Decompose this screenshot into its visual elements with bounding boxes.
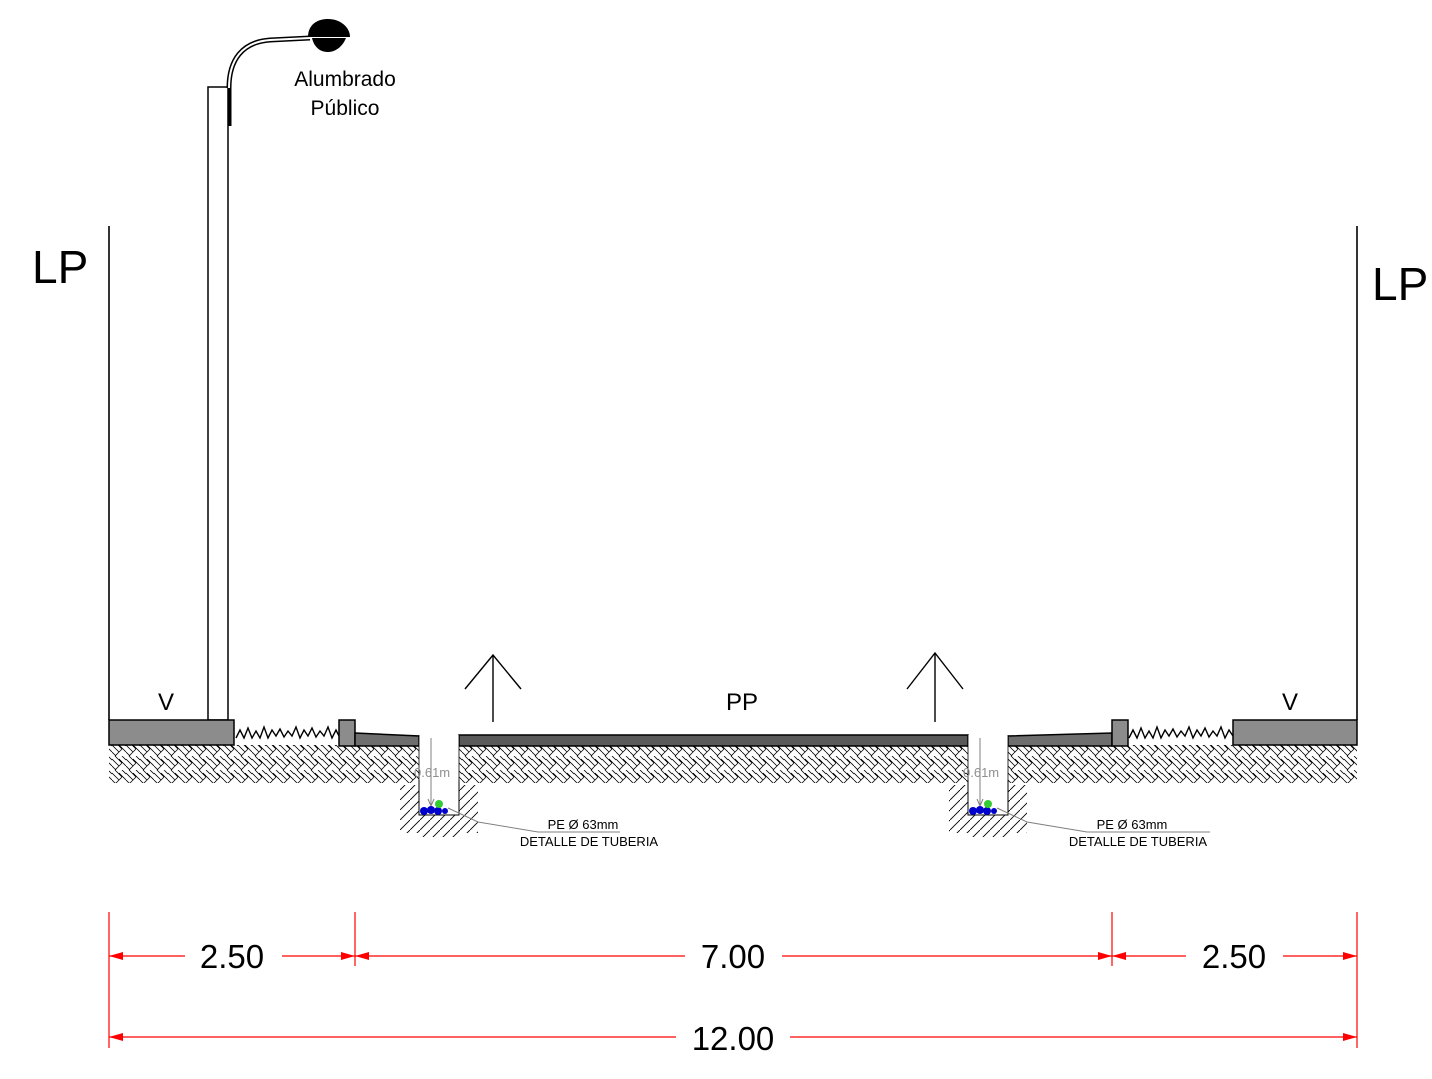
direction-arrow-left [464,653,522,722]
curb-left [338,719,356,747]
sidewalk-label-right: V [1282,689,1298,716]
dimension-label-left-sidewalk: 2.50 [200,938,264,975]
streetlight-lamp-icon [308,19,350,37]
curb-right [1111,719,1129,747]
pipe-leader-right [996,807,1210,833]
streetlight-pole [207,86,229,721]
sidewalk-slab-right [1232,719,1358,746]
grass-strip-right [1128,724,1234,740]
soil-band [109,745,1357,783]
gutter-right [1007,732,1113,747]
grass-strip-left [235,724,340,740]
trench-depth-left: 0.61m [414,765,450,780]
trench-right [949,735,1027,837]
dimension-label-roadway: 7.00 [701,938,765,975]
trench-left [400,735,478,837]
pipe-label-left: PE Ø 63mm [548,817,619,832]
pipe-bundle-right [969,800,997,815]
dimension-label-total: 12.00 [692,1020,775,1057]
trench-depth-right: 0.61m [963,765,999,780]
pipe-leader-left [447,807,620,833]
gutter-left [354,732,420,747]
pipe-detail-right: DETALLE DE TUBERIA [1069,834,1208,849]
streetlight-arm-inner [228,37,311,89]
streetlight-lamp-base [312,38,346,52]
streetlight-label-line2: Público [311,97,380,120]
streetlight [207,19,350,721]
pipe-bundle-left [420,800,448,815]
streetlight-label-line1: Alumbrado [294,68,396,91]
lp-label-left: LP [32,241,88,293]
dimension-label-right-sidewalk: 2.50 [1202,938,1266,975]
pipe-label-right: PE Ø 63mm [1097,817,1168,832]
roadway-pavement [458,734,969,747]
roadway-label: PP [726,689,758,716]
direction-arrow-right [906,651,964,722]
lp-label-right: LP [1372,258,1428,310]
sidewalk-slab-left [108,719,235,746]
sidewalk-label-left: V [158,689,174,716]
pipe-detail-left: DETALLE DE TUBERIA [520,834,659,849]
